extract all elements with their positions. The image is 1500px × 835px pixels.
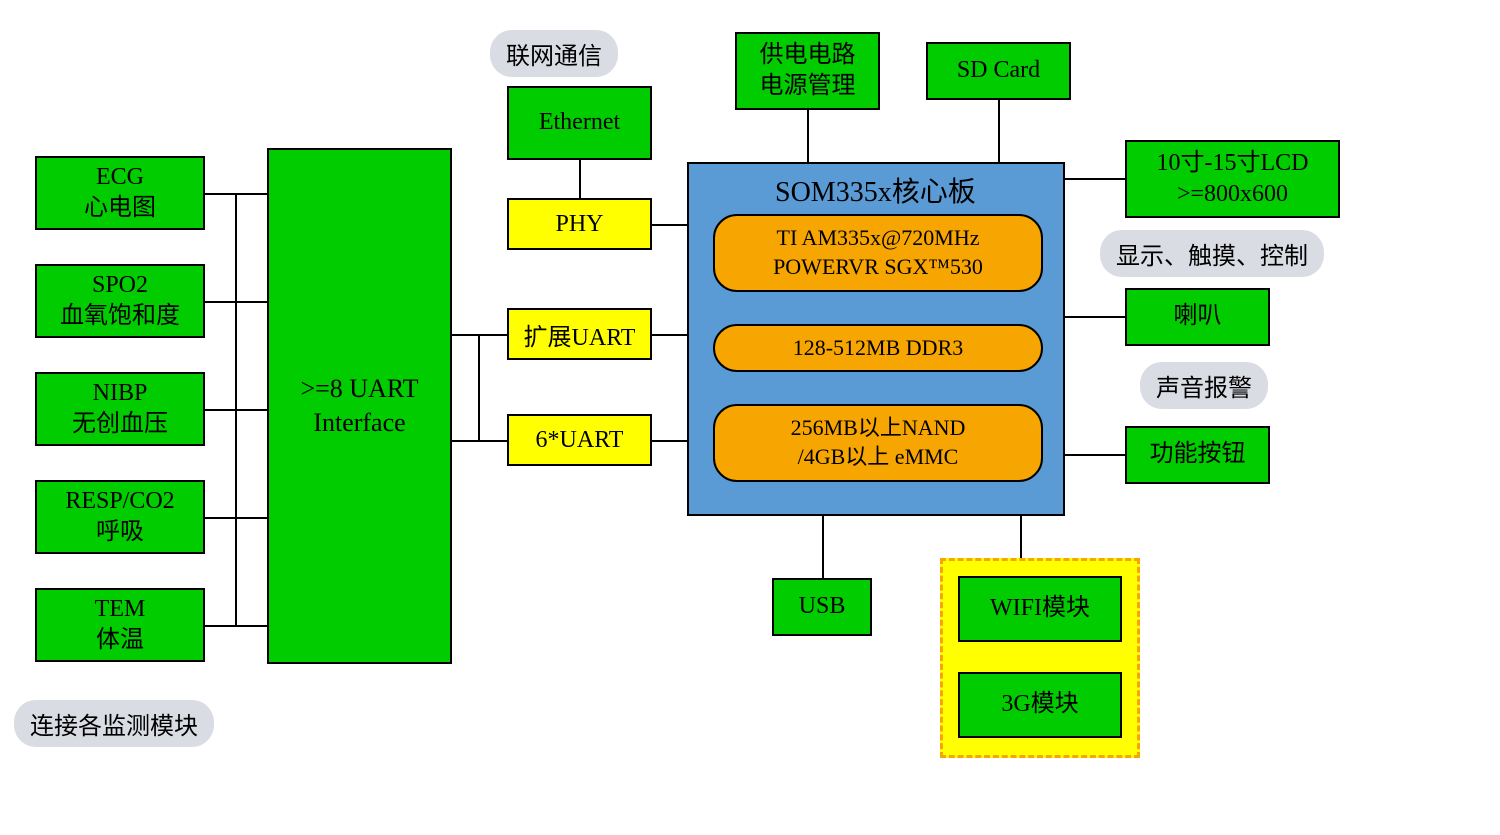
sensor-resp: RESP/CO2 呼吸 — [35, 480, 205, 554]
cpu-l1: TI AM335x@720MHz — [777, 224, 980, 253]
line-6u-core — [652, 440, 687, 442]
lcd-box: 10寸-15寸LCD >=800x600 — [1125, 140, 1340, 218]
tem-l2: 体温 — [96, 625, 144, 656]
uart6-box: 6*UART — [507, 414, 652, 466]
line-sensors-v — [235, 193, 237, 627]
sound-caption: 声音报警 — [1140, 362, 1268, 409]
ecg-l1: ECG — [96, 162, 144, 193]
core-cpu: TI AM335x@720MHz POWERVR SGX™530 — [713, 214, 1043, 292]
uart-hub: >=8 UART Interface — [267, 148, 452, 664]
lcd-l2: >=800x600 — [1177, 179, 1288, 210]
line-core-speaker — [1065, 316, 1125, 318]
speaker-box: 喇叭 — [1125, 288, 1270, 346]
cpu-l2: POWERVR SGX™530 — [773, 253, 983, 282]
network-caption: 联网通信 — [490, 30, 618, 77]
display-caption: 显示、触摸、控制 — [1100, 230, 1324, 277]
core-nand: 256MB以上NAND /4GB以上 eMMC — [713, 404, 1043, 482]
line-core-lcd — [1065, 178, 1125, 180]
nand-l1: 256MB以上NAND — [791, 414, 966, 443]
core-title: SOM335x核心板 — [775, 170, 976, 210]
nand-l2: /4GB以上 eMMC — [798, 443, 959, 472]
line-core-usb — [822, 516, 824, 578]
core-board: SOM335x核心板 TI AM335x@720MHz POWERVR SGX™… — [687, 162, 1065, 516]
ext-uart-box: 扩展UART — [507, 308, 652, 360]
resp-l1: RESP/CO2 — [65, 486, 174, 517]
sensor-spo2: SPO2 血氧饱和度 — [35, 264, 205, 338]
g3-box: 3G模块 — [958, 672, 1122, 738]
tem-l1: TEM — [95, 594, 146, 625]
nibp-l1: NIBP — [93, 378, 148, 409]
core-ram: 128-512MB DDR3 — [713, 324, 1043, 372]
line-hub-y-v — [478, 334, 480, 442]
power-box: 供电电路 电源管理 — [735, 32, 880, 110]
sensor-caption: 连接各监测模块 — [14, 700, 214, 747]
uart-l1: >=8 UART — [300, 372, 418, 406]
wifi-box: WIFI模块 — [958, 576, 1122, 642]
btn-box: 功能按钮 — [1125, 426, 1270, 484]
sensor-nibp: NIBP 无创血压 — [35, 372, 205, 446]
sensor-ecg: ECG 心电图 — [35, 156, 205, 230]
line-power-core — [807, 110, 809, 162]
sensor-tem: TEM 体温 — [35, 588, 205, 662]
phy-box: PHY — [507, 198, 652, 250]
power-l1: 供电电路 — [760, 40, 856, 71]
uart-l2: Interface — [313, 406, 405, 440]
line-sd-core — [998, 100, 1000, 162]
usb-box: USB — [772, 578, 872, 636]
power-l2: 电源管理 — [760, 71, 856, 102]
resp-l2: 呼吸 — [96, 517, 144, 548]
line-phy-core — [652, 224, 687, 226]
lcd-l1: 10寸-15寸LCD — [1157, 148, 1309, 179]
sdcard-box: SD Card — [926, 42, 1071, 100]
ethernet-box: Ethernet — [507, 86, 652, 160]
ecg-l2: 心电图 — [84, 193, 156, 224]
line-ext-core — [652, 334, 687, 336]
nibp-l2: 无创血压 — [72, 409, 168, 440]
spo2-l1: SPO2 — [92, 270, 148, 301]
line-core-wifi — [1020, 516, 1022, 558]
line-eth-phy — [579, 160, 581, 198]
line-core-btn — [1065, 454, 1125, 456]
spo2-l2: 血氧饱和度 — [60, 301, 180, 332]
